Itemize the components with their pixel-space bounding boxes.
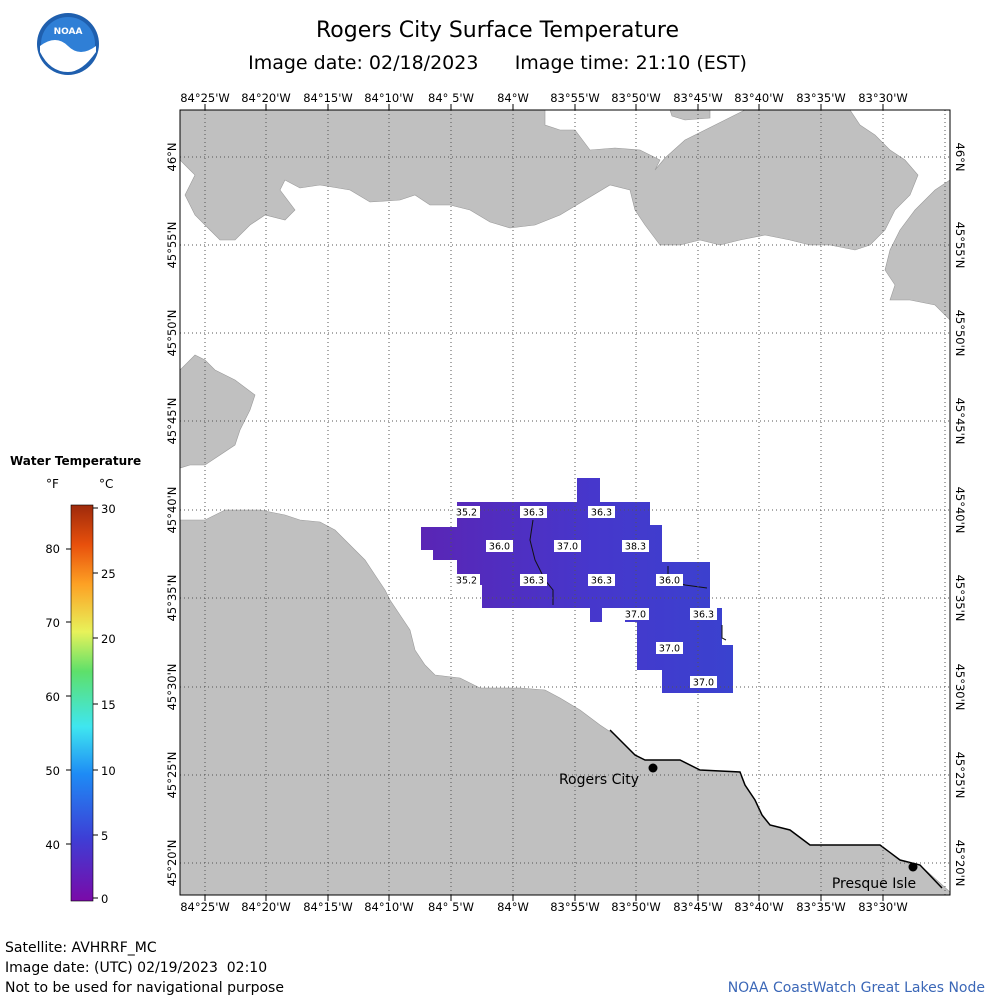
legend-f-label: 70 [45,616,60,630]
lon-label: 83°50'W [611,900,661,914]
lat-labels-right: 46°N 45°55'N 45°50'N 45°45'N 45°40'N 45°… [953,143,967,887]
lat-label: 45°30'N [953,664,967,711]
lat-labels-left: 46°N 45°55'N 45°50'N 45°45'N 45°40'N 45°… [165,143,179,887]
lon-label: 83°55'W [550,900,600,914]
footer-credit: NOAA CoastWatch Great Lakes Node [727,980,985,996]
footer-utc-date: Image date: (UTC) 02/19/2023 02:10 [5,960,268,976]
temp-label: 36.3 [693,610,714,621]
footer-satellite: Satellite: AVHRRF_MC [5,940,157,956]
temp-label: 37.0 [625,610,646,621]
image-time: Image time: 21:10 (EST) [514,52,747,74]
temperature-patch [421,478,733,693]
temp-label: 35.2 [456,508,477,519]
temp-label: 35.2 [456,576,477,587]
land-west-peninsula [180,354,256,469]
lat-label: 45°20'N [165,840,179,887]
lat-label: 45°35'N [953,575,967,622]
legend-c-label: 0 [101,892,108,906]
legend-unit-f: °F [46,477,59,491]
lat-label: 45°50'N [165,310,179,357]
image-date: Image date: 02/18/2023 [248,52,479,74]
temp-label: 36.0 [659,576,680,587]
page-title: Rogers City Surface Temperature [315,18,680,43]
lat-label: 45°50'N [953,310,967,357]
lon-label: 83°40'W [734,91,784,105]
lat-label: 45°55'N [165,222,179,269]
legend-unit-c: °C [99,477,114,491]
lon-label: 84°W [497,91,529,105]
legend-c-label: 5 [101,829,108,843]
lat-label: 45°25'N [953,752,967,799]
lat-label: 46°N [953,143,967,172]
lon-labels-top: 84°25'W 84°20'W 84°15'W 84°10'W 84° 5'W … [180,91,908,105]
temp-label: 38.3 [625,542,646,553]
legend-f-label: 80 [45,542,60,556]
temp-label: 37.0 [557,542,578,553]
lon-label: 83°30'W [858,91,908,105]
legend-c-label: 15 [101,698,116,712]
lon-label: 84°10'W [364,900,414,914]
noaa-logo: NOAA [36,12,100,76]
lon-label: 83°30'W [858,900,908,914]
legend-c-label: 30 [101,502,116,516]
land-east [884,179,950,321]
lon-label: 84° 5'W [428,91,474,105]
legend-c-label: 20 [101,632,116,646]
presque-isle-label: Presque Isle [832,876,916,892]
lat-label: 45°30'N [165,664,179,711]
footer-disclaimer: Not to be used for navigational purpose [5,980,284,996]
legend-f-label: 60 [45,690,60,704]
coastline-highlight [609,729,943,889]
legend-c-label: 10 [101,764,116,778]
rogers-city-marker [648,763,658,773]
temp-label: 36.3 [523,508,544,519]
noaa-logo-text: NOAA [54,27,83,37]
lat-label: 45°20'N [953,840,967,887]
temperature-labels: 35.2 36.3 36.3 36.0 37.0 38.3 35.2 36.3 … [453,506,717,689]
legend-f-label: 50 [45,764,60,778]
lon-label: 84°25'W [180,900,230,914]
lon-label: 83°55'W [550,91,600,105]
lat-label: 46°N [165,143,179,172]
legend-colorbar [70,504,94,902]
lon-label: 83°45'W [673,900,723,914]
rogers-city-label: Rogers City [559,772,639,788]
lon-label: 84°15'W [303,91,353,105]
temp-label: 37.0 [693,678,714,689]
lon-label: 83°35'W [796,91,846,105]
lon-label: 84° 5'W [428,900,474,914]
lon-label: 84°10'W [364,91,414,105]
lat-label: 45°55'N [953,222,967,269]
legend-f-label: 40 [45,838,60,852]
lat-label: 45°25'N [165,752,179,799]
lat-label: 45°45'N [953,398,967,445]
temp-label: 37.0 [659,644,680,655]
lon-label: 83°50'W [611,91,661,105]
lon-label: 84°15'W [303,900,353,914]
land-north-shore [180,110,919,251]
legend-c-label: 25 [101,567,116,581]
lon-label: 83°35'W [796,900,846,914]
lon-label: 84°20'W [241,91,291,105]
lat-label: 45°40'N [165,487,179,534]
lon-label: 83°40'W [734,900,784,914]
lat-label: 45°35'N [165,575,179,622]
legend-f-labels: 80 70 60 50 40 [45,542,60,852]
presque-isle-marker [908,862,918,872]
temp-label: 36.3 [591,508,612,519]
legend-title: Water Temperature [10,454,142,468]
temp-label: 36.3 [591,576,612,587]
temp-label: 36.3 [523,576,544,587]
lon-label: 84°20'W [241,900,291,914]
lon-label: 84°25'W [180,91,230,105]
lat-label: 45°40'N [953,487,967,534]
temp-label: 36.0 [489,542,510,553]
lon-label: 83°45'W [673,91,723,105]
lon-label: 84°W [497,900,529,914]
image-datetime: Image date: 02/18/2023 Image time: 21:10… [0,52,995,74]
lat-label: 45°45'N [165,398,179,445]
lon-labels-bottom: 84°25'W 84°20'W 84°15'W 84°10'W 84° 5'W … [180,900,908,914]
legend-c-labels: 30 25 20 15 10 5 0 [101,502,116,906]
